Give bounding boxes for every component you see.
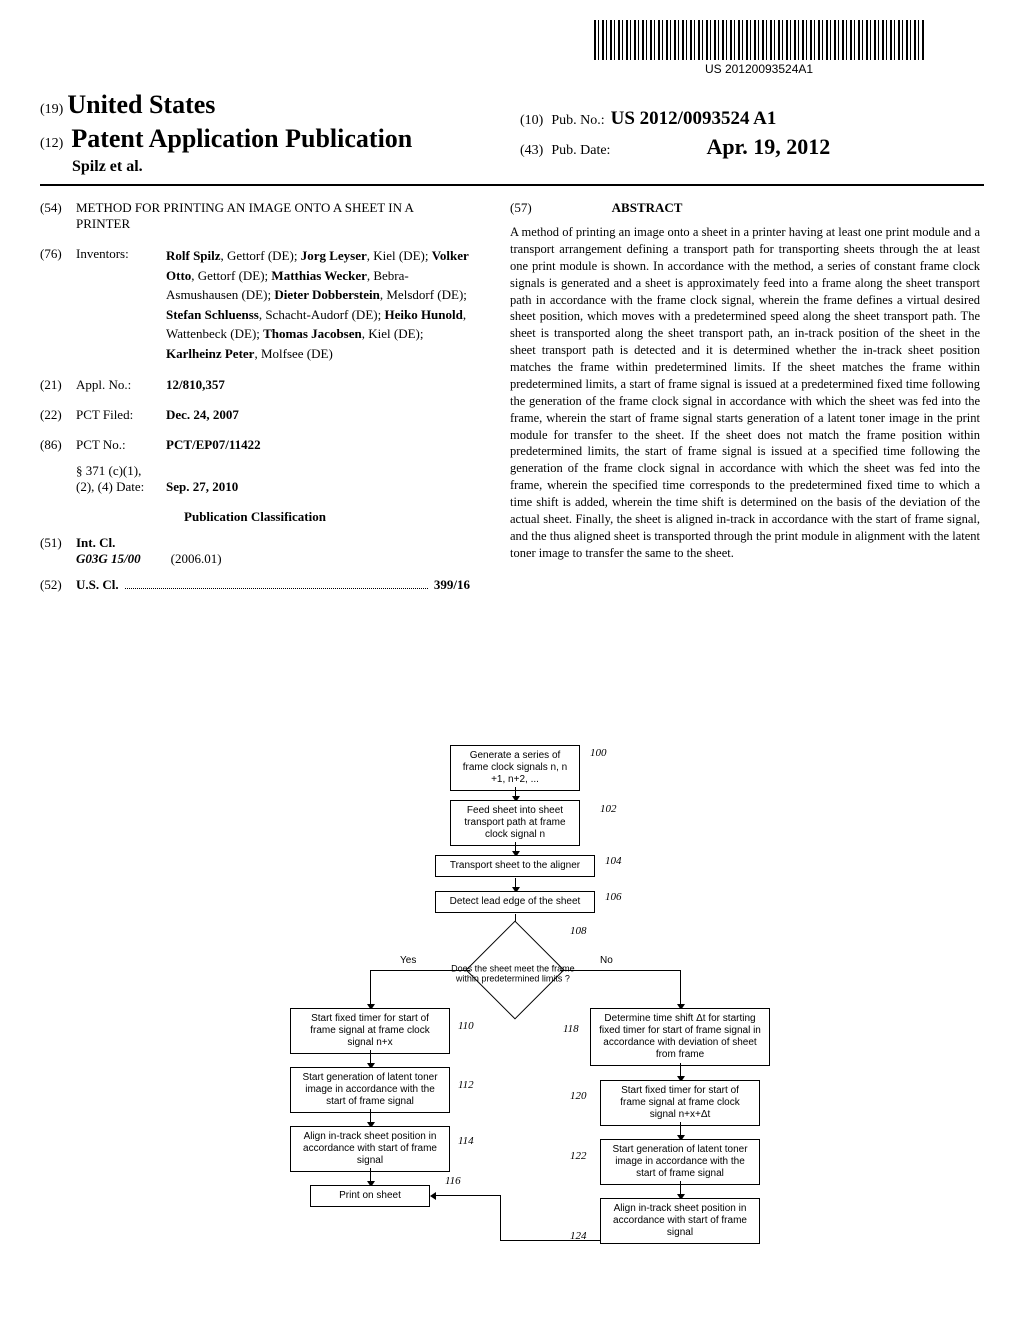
- title-code: (54): [40, 200, 76, 232]
- yes-label: Yes: [400, 955, 416, 966]
- intcl-label: Int. Cl.: [76, 535, 470, 551]
- uscl-code: (52): [40, 577, 76, 593]
- appl-no: 12/810,357: [166, 377, 470, 393]
- inventors-list: Rolf Spilz, Gettorf (DE); Jorg Leyser, K…: [166, 246, 470, 363]
- invention-title: METHOD FOR PRINTING AN IMAGE ONTO A SHEE…: [76, 200, 470, 232]
- pub-no-label: Pub. No.:: [551, 113, 604, 129]
- barcode-graphic: [594, 20, 924, 60]
- content-columns: (54) METHOD FOR PRINTING AN IMAGE ONTO A…: [40, 200, 984, 603]
- flow-box-106: Detect lead edge of the sheet: [435, 891, 595, 913]
- barcode-number: US 20120093524A1: [594, 62, 924, 76]
- flow-box-102: Feed sheet into sheet transport path at …: [450, 800, 580, 846]
- abstract-text: A method of printing an image onto a she…: [510, 224, 980, 562]
- sect-371-label: § 371 (c)(1), (2), (4) Date:: [76, 463, 166, 495]
- flow-diamond-108: Does the sheet meet the frame within pre…: [466, 921, 565, 1020]
- intcl-year: (2006.01): [171, 551, 222, 567]
- right-column: (57) ABSTRACT A method of printing an im…: [510, 200, 980, 603]
- flow-label-100: 100: [590, 747, 607, 759]
- pct-no-code: (86): [40, 437, 76, 453]
- flow-diamond-text: Does the sheet meet the frame within pre…: [443, 964, 583, 984]
- flow-box-122: Start generation of latent toner image i…: [600, 1139, 760, 1185]
- sect-371-date: Sep. 27, 2010: [166, 479, 470, 495]
- flow-label-108: 108: [570, 925, 587, 937]
- intcl-code: (51): [40, 535, 76, 567]
- uscl-label: U.S. Cl.: [76, 577, 119, 593]
- abstract-header: ABSTRACT: [612, 200, 683, 216]
- flow-box-104: Transport sheet to the aligner: [435, 855, 595, 877]
- pct-filed-date: Dec. 24, 2007: [166, 407, 470, 423]
- publication-type: Patent Application Publication: [71, 124, 412, 154]
- inventors-code: (76): [40, 246, 76, 363]
- flow-label-104: 104: [605, 855, 622, 867]
- no-label: No: [600, 955, 613, 966]
- flow-box-118: Determine time shift Δt for starting fix…: [590, 1008, 770, 1066]
- flow-label-120: 120: [570, 1090, 587, 1102]
- pct-no-label: PCT No.:: [76, 437, 166, 453]
- flow-label-110: 110: [458, 1020, 474, 1032]
- code-57: (57): [510, 200, 532, 224]
- inventors-label: Inventors:: [76, 246, 166, 363]
- flow-box-116: Print on sheet: [310, 1185, 430, 1207]
- flow-label-102: 102: [600, 803, 617, 815]
- barcode-section: US 20120093524A1: [594, 20, 924, 76]
- pub-date-label: Pub. Date:: [551, 143, 610, 159]
- appl-label: Appl. No.:: [76, 377, 166, 393]
- flow-label-116: 116: [445, 1175, 461, 1187]
- code-43: (43): [520, 143, 543, 159]
- code-12: (12): [40, 136, 63, 152]
- flow-box-124: Align in-track sheet position in accorda…: [600, 1198, 760, 1244]
- flow-box-120: Start fixed timer for start of frame sig…: [600, 1080, 760, 1126]
- flow-box-112: Start generation of latent toner image i…: [290, 1067, 450, 1113]
- flow-label-122: 122: [570, 1150, 587, 1162]
- left-column: (54) METHOD FOR PRINTING AN IMAGE ONTO A…: [40, 200, 470, 603]
- appl-code: (21): [40, 377, 76, 393]
- flow-label-118: 118: [563, 1023, 579, 1035]
- code-10: (10): [520, 113, 543, 129]
- country-name: United States: [67, 90, 215, 119]
- pct-filed-label: PCT Filed:: [76, 407, 166, 423]
- intcl-value: G03G 15/00: [76, 551, 141, 567]
- uscl-value: 399/16: [434, 577, 470, 593]
- header-section: (19) United States (12) Patent Applicati…: [40, 90, 984, 176]
- flow-label-112: 112: [458, 1079, 474, 1091]
- flow-box-114: Align in-track sheet position in accorda…: [290, 1126, 450, 1172]
- uscl-dots: [125, 588, 428, 589]
- flow-box-100: Generate a series of frame clock signals…: [450, 745, 580, 791]
- divider: [40, 184, 984, 186]
- pct-filed-code: (22): [40, 407, 76, 423]
- pub-class-header: Publication Classification: [40, 509, 470, 525]
- flow-label-114: 114: [458, 1135, 474, 1147]
- right-header: (10) Pub. No.: US 2012/0093524 A1 (43) P…: [520, 108, 830, 164]
- pub-no-value: US 2012/0093524 A1: [611, 108, 777, 130]
- pct-no: PCT/EP07/11422: [166, 437, 470, 453]
- pub-date-value: Apr. 19, 2012: [706, 134, 830, 160]
- code-19: (19): [40, 102, 63, 117]
- flow-label-106: 106: [605, 891, 622, 903]
- flow-box-110: Start fixed timer for start of frame sig…: [290, 1008, 450, 1054]
